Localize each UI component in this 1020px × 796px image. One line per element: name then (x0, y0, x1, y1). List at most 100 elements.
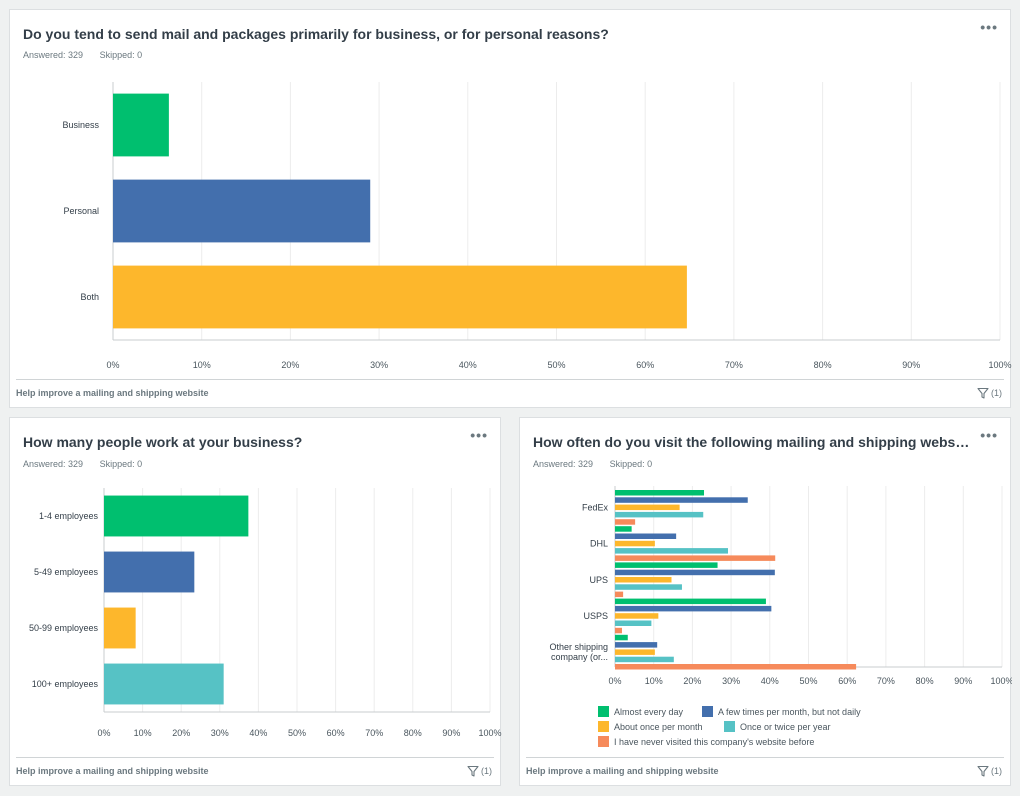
bar-usps-about-once-per-month (615, 613, 659, 619)
bar-dhl-i-have-never-visited-this-company-s-website-before (615, 555, 776, 561)
legend-item: Almost every day (598, 706, 683, 717)
x-tick-label: 30% (722, 676, 740, 686)
x-tick-label: 20% (172, 728, 190, 738)
category-label: 1-4 employees (39, 511, 99, 521)
legend-item: I have never visited this company's webs… (598, 736, 814, 747)
bar-business (113, 93, 169, 157)
x-tick-label: 20% (281, 360, 299, 370)
x-tick-label: 70% (725, 360, 743, 370)
x-tick-label: 70% (877, 676, 895, 686)
bar-fedex-once-or-twice-per-year (615, 511, 704, 518)
x-tick-label: 40% (459, 360, 477, 370)
bar-usps-once-or-twice-per-year (615, 620, 652, 626)
filter-count: (1) (991, 388, 1002, 398)
legend-swatch (598, 721, 609, 732)
more-options-icon[interactable]: ••• (470, 427, 488, 443)
card-footer: Help improve a mailing and shipping webs… (16, 757, 494, 786)
category-label: Other shipping (549, 642, 608, 652)
filter-button[interactable]: (1) (977, 387, 1002, 399)
question-title: How often do you visit the following mai… (533, 434, 973, 450)
x-tick-label: 0% (106, 360, 119, 370)
bar-fedex-a-few-times-per-month-but-not-daily (615, 497, 748, 503)
bar-ups-once-or-twice-per-year (615, 584, 682, 590)
bar-5-49-employees (104, 551, 195, 593)
response-stats: Answered: 329 Skipped: 0 (533, 459, 666, 469)
x-tick-label: 70% (365, 728, 383, 738)
x-tick-label: 60% (636, 360, 654, 370)
filter-count: (1) (991, 766, 1002, 776)
legend-swatch (724, 721, 735, 732)
legend-swatch (702, 706, 713, 717)
more-options-icon[interactable]: ••• (980, 427, 998, 443)
response-stats: Answered: 329 Skipped: 0 (23, 459, 156, 469)
x-tick-label: 10% (645, 676, 663, 686)
legend-label: Once or twice per year (740, 721, 831, 732)
filter-button[interactable]: (1) (977, 765, 1002, 777)
filter-icon (467, 765, 479, 777)
category-label: FedEx (582, 502, 609, 512)
legend-label: I have never visited this company's webs… (614, 736, 815, 747)
bar-usps-almost-every-day (615, 598, 766, 605)
survey-link[interactable]: Help improve a mailing and shipping webs… (16, 388, 209, 398)
bar-fedex-about-once-per-month (615, 504, 680, 511)
bar-dhl-once-or-twice-per-year (615, 548, 729, 554)
x-tick-label: 80% (814, 360, 832, 370)
response-stats: Answered: 329 Skipped: 0 (23, 50, 156, 60)
bar-ups-a-few-times-per-month-but-not-daily (615, 569, 775, 576)
x-tick-label: 100% (478, 728, 501, 738)
bar-ups-almost-every-day (615, 562, 718, 568)
bar-usps-i-have-never-visited-this-company-s-website-before (615, 627, 622, 634)
answered-count: Answered: 329 (23, 459, 84, 469)
x-tick-label: 20% (683, 676, 701, 686)
survey-link[interactable]: Help improve a mailing and shipping webs… (16, 766, 209, 776)
more-options-icon[interactable]: ••• (980, 19, 998, 35)
x-tick-label: 80% (404, 728, 422, 738)
chart-legend: Almost every day A few times per month, b… (520, 706, 1012, 754)
x-tick-label: 60% (327, 728, 345, 738)
bar-chart-send-reason: 0% 10% 20% 30% 40% 50% 60% 70% 80% 90% 100% Busines… (62, 82, 1012, 370)
card-footer: Help improve a mailing and shipping webs… (16, 379, 1004, 408)
bar-dhl-about-once-per-month (615, 540, 655, 547)
skipped-count: Skipped: 0 (99, 459, 143, 469)
bar-other-shipping-company-or-about-once-per-month (615, 649, 655, 655)
x-tick-label: 60% (838, 676, 856, 686)
bar-other-shipping-company-or-once-or-twice-per-year (615, 656, 674, 663)
x-tick-label: 0% (608, 676, 621, 686)
bar-chart-business-size: 0% 10% 20% 30% 40% 50% 60% 70% 80% 90% 100% 1-4 emp… (29, 488, 502, 738)
legend-swatch (598, 736, 609, 747)
bar-100-employees (104, 663, 224, 705)
bar-ups-about-once-per-month (615, 577, 672, 583)
category-label: Business (62, 120, 99, 130)
legend-label: Almost every day (614, 706, 684, 717)
category-label: Personal (63, 206, 99, 216)
x-tick-label: 90% (442, 728, 460, 738)
category-label: 50-99 employees (29, 623, 99, 633)
question-title: How many people work at your business? (23, 434, 303, 450)
category-label: DHL (590, 539, 608, 549)
x-tick-label: 30% (211, 728, 229, 738)
bar-dhl-almost-every-day (615, 526, 632, 532)
skipped-count: Skipped: 0 (609, 459, 653, 469)
question-card-business-size: How many people work at your business? •… (9, 417, 502, 786)
legend-item: About once per month (598, 721, 703, 732)
filter-count: (1) (481, 766, 492, 776)
filter-icon (977, 387, 989, 399)
category-label: Both (80, 292, 99, 302)
grouped-bar-chart-visit-frequency: 0% 10% 20% 30% 40% 50% 60% 70% 80% 90% 100% FedEx DH… (549, 486, 1012, 686)
x-tick-label: 100% (990, 676, 1012, 686)
category-label: UPS (589, 575, 608, 585)
bar-personal (113, 179, 371, 243)
x-tick-label: 40% (249, 728, 267, 738)
filter-button[interactable]: (1) (467, 765, 492, 777)
x-tick-label: 30% (370, 360, 388, 370)
answered-count: Answered: 329 (533, 459, 594, 469)
survey-link[interactable]: Help improve a mailing and shipping webs… (526, 766, 719, 776)
x-tick-label: 10% (134, 728, 152, 738)
legend-label: A few times per month, but not daily (718, 706, 861, 717)
bar-usps-a-few-times-per-month-but-not-daily (615, 605, 772, 612)
x-tick-label: 50% (288, 728, 306, 738)
category-label: 100+ employees (32, 679, 99, 689)
x-tick-label: 90% (954, 676, 972, 686)
x-tick-label: 50% (799, 676, 817, 686)
answered-count: Answered: 329 (23, 50, 84, 60)
